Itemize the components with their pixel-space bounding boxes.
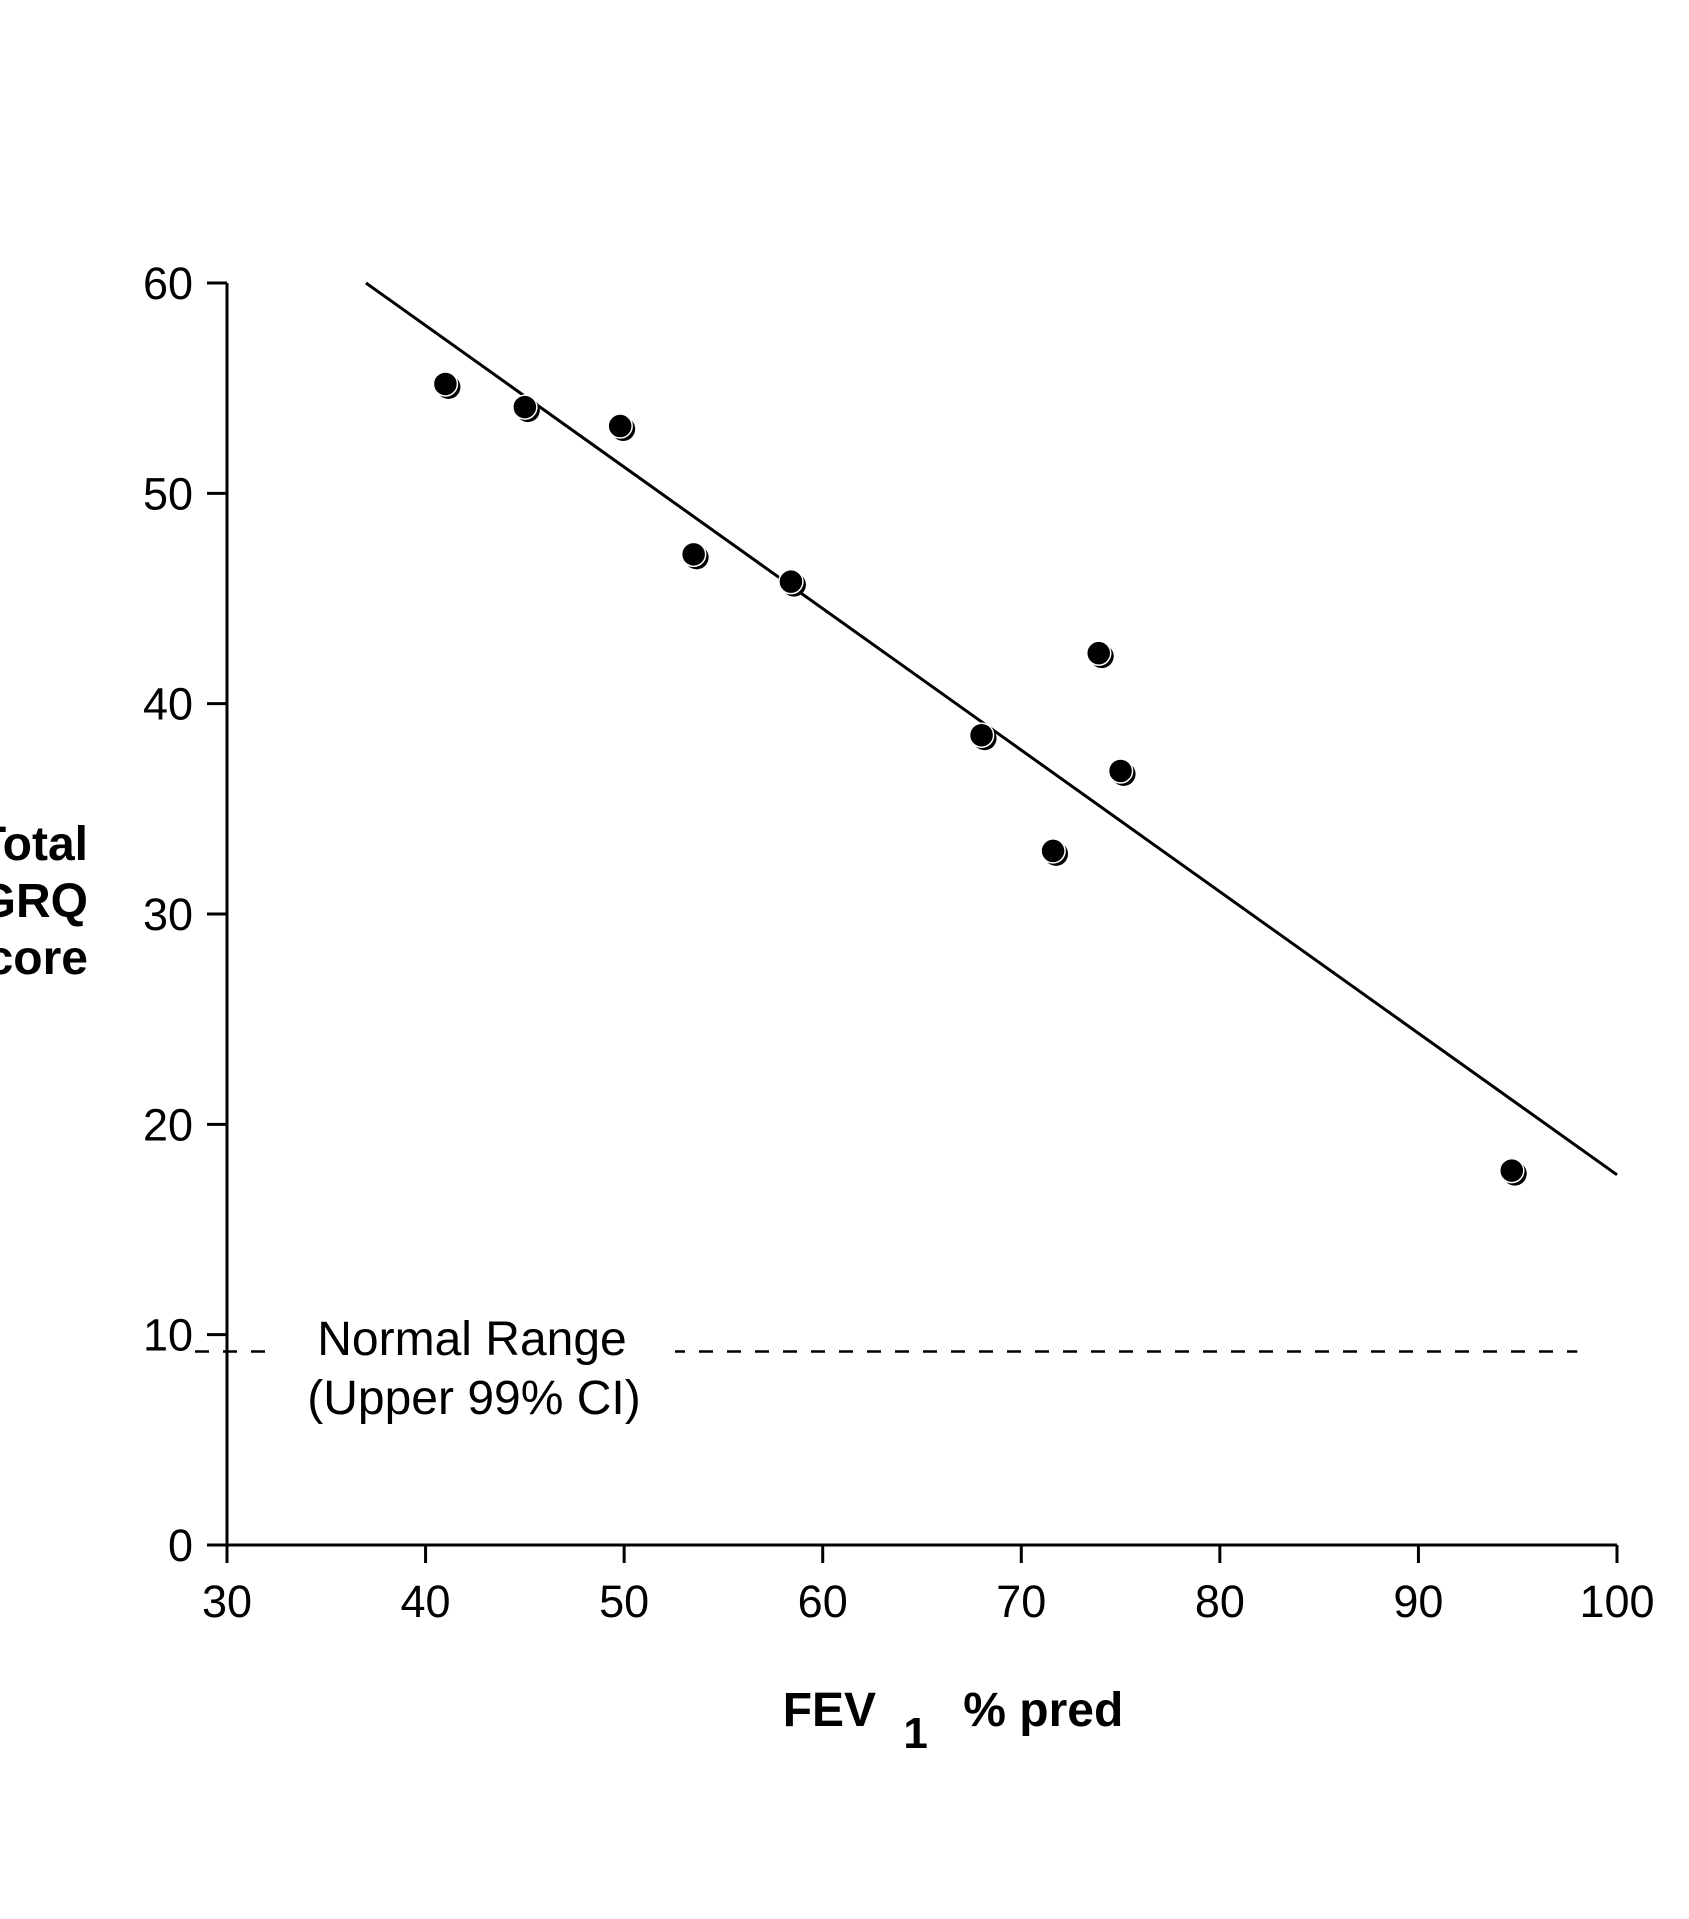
data-point-marker: [968, 722, 995, 748]
data-point: [1085, 640, 1114, 669]
reference-label-background: [275, 1300, 675, 1430]
data-point-marker: [1040, 838, 1066, 864]
data-point: [1107, 758, 1136, 786]
data-point: [778, 568, 806, 597]
y-ticks: 0 10 20 30 40 50 60: [143, 258, 227, 1571]
x-axis-title-main: FEV: [783, 1684, 876, 1737]
data-point: [1040, 838, 1069, 866]
data-point: [1499, 1157, 1527, 1186]
x-tick-label: 50: [599, 1576, 649, 1627]
x-tick-label: 90: [1393, 1576, 1443, 1627]
data-point-marker: [1085, 640, 1112, 666]
y-tick-label: 50: [143, 468, 193, 519]
y-axis-title-line-3: Score: [0, 932, 88, 985]
data-points: [432, 371, 1527, 1186]
y-axis-title-line-1: Total: [0, 818, 88, 871]
y-tick-label: 10: [143, 1310, 193, 1361]
x-ticks: 30 40 50 60 70 80 90 100: [202, 1545, 1655, 1627]
data-point: [512, 394, 540, 423]
data-point-marker: [680, 541, 707, 568]
x-axis-title: FEV 1 % pred: [783, 1684, 1124, 1759]
data-point-marker: [1107, 758, 1134, 784]
data-point-marker: [1499, 1157, 1525, 1184]
x-tick-label: 30: [202, 1576, 252, 1627]
data-point: [680, 541, 709, 570]
y-tick-label: 60: [143, 258, 193, 309]
y-tick-label: 30: [143, 889, 193, 940]
x-tick-label: 70: [996, 1576, 1046, 1627]
y-tick-label: 20: [143, 1099, 193, 1150]
y-axis-title: Total SGRQ Score: [0, 818, 88, 985]
reference-label-line-2: (Upper 99% CI): [307, 1372, 640, 1425]
x-axis-title-suffix: % pred: [963, 1684, 1123, 1737]
data-point-marker: [432, 371, 459, 397]
x-tick-label: 40: [401, 1576, 451, 1627]
reference-line-label: Normal Range (Upper 99% CI): [275, 1300, 675, 1430]
data-point-marker: [778, 568, 804, 595]
data-point-marker: [607, 413, 633, 439]
y-axis-title-line-2: SGRQ: [0, 875, 88, 928]
data-point: [607, 413, 636, 442]
x-tick-label: 60: [798, 1576, 848, 1627]
x-tick-label: 80: [1195, 1576, 1245, 1627]
x-axis-title-subscript: 1: [903, 1709, 927, 1758]
y-tick-label: 40: [143, 679, 193, 730]
reference-label-line-1: Normal Range: [317, 1313, 626, 1366]
y-tick-label: 0: [168, 1520, 193, 1571]
x-tick-label: 100: [1579, 1576, 1654, 1627]
data-point-marker: [512, 394, 538, 420]
data-point: [432, 371, 461, 399]
data-point: [968, 722, 997, 751]
